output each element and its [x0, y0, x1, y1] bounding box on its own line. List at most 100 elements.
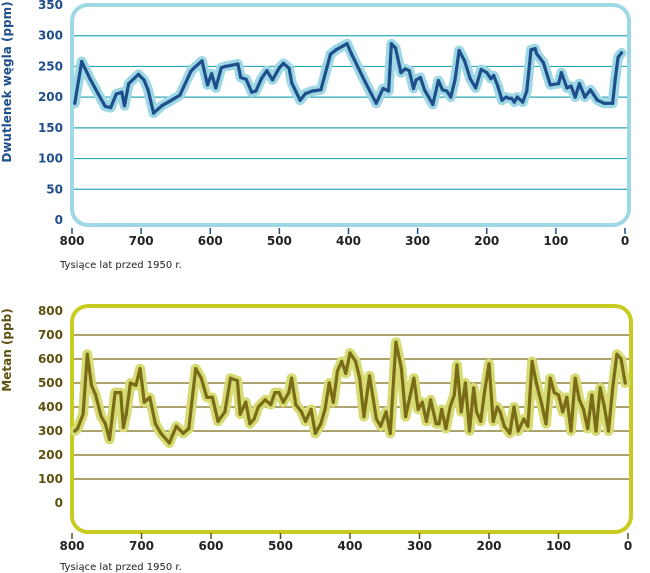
data-point — [120, 90, 124, 94]
data-point — [483, 388, 487, 392]
data-point — [138, 367, 142, 371]
data-point — [281, 61, 286, 65]
data-point — [210, 72, 214, 76]
data-point — [290, 81, 294, 85]
data-point — [121, 425, 125, 429]
data-point — [459, 410, 463, 414]
data-point — [334, 48, 338, 52]
data-point — [611, 101, 615, 105]
y-tick-label: 150 — [38, 121, 63, 135]
x-tick-label: 300 — [405, 234, 430, 248]
data-point — [122, 104, 127, 108]
data-point — [577, 398, 581, 402]
data-point — [595, 98, 600, 102]
data-point — [287, 391, 291, 395]
x-tick-label: 500 — [268, 539, 293, 553]
data-point — [192, 66, 196, 70]
data-point — [602, 405, 607, 409]
data-point — [76, 427, 80, 431]
y-tick-label: 0 — [55, 496, 63, 510]
data-point — [252, 417, 256, 421]
y-axis-title: Metan (ppb) — [0, 308, 14, 391]
data-point — [362, 415, 366, 419]
data-point — [457, 48, 461, 53]
data-point — [281, 400, 285, 404]
y-tick-label: 0 — [55, 213, 63, 227]
data-point — [407, 69, 411, 73]
data-point — [491, 419, 495, 423]
data-point — [367, 374, 372, 378]
data-point — [340, 359, 344, 363]
data-point — [577, 82, 582, 86]
data-point — [236, 62, 240, 66]
data-point — [619, 357, 623, 361]
data-point — [273, 391, 277, 395]
data-point — [160, 104, 164, 108]
data-point — [472, 386, 476, 390]
y-tick-label: 200 — [38, 90, 63, 104]
data-point — [512, 100, 517, 104]
data-point — [331, 400, 335, 404]
data-point — [530, 359, 534, 363]
y-tick-label: 100 — [38, 472, 63, 486]
data-point — [394, 340, 398, 344]
data-point — [152, 111, 156, 115]
data-point — [507, 96, 511, 100]
x-tick-label: 0 — [621, 234, 629, 248]
data-point — [561, 410, 565, 414]
x-tick-label: 500 — [267, 234, 292, 248]
x-tick-label: 600 — [198, 539, 223, 553]
data-point — [248, 422, 252, 426]
data-point — [445, 89, 449, 93]
data-point — [384, 410, 388, 414]
data-point — [448, 405, 452, 409]
data-point — [436, 79, 440, 83]
series-points — [73, 42, 624, 115]
data-point — [611, 386, 615, 390]
data-point — [590, 393, 594, 397]
data-point — [381, 86, 385, 91]
data-point — [277, 391, 281, 395]
data-point — [311, 89, 315, 93]
data-point — [452, 393, 456, 397]
data-point — [89, 383, 94, 387]
y-tick-label: 400 — [38, 400, 63, 414]
data-point — [379, 424, 383, 428]
x-tick-label: 100 — [543, 234, 568, 248]
data-point — [623, 381, 627, 385]
data-point — [114, 92, 118, 96]
y-tick-label: 800 — [38, 304, 63, 318]
data-point — [534, 381, 538, 385]
data-point — [399, 367, 403, 371]
data-point — [327, 381, 331, 385]
data-point — [354, 359, 358, 363]
data-point — [124, 412, 128, 416]
data-point — [565, 86, 569, 90]
data-point — [142, 400, 146, 404]
data-point — [298, 98, 302, 102]
data-point — [420, 400, 424, 404]
data-point — [299, 410, 303, 414]
data-point — [498, 410, 502, 414]
series-points — [73, 340, 627, 445]
data-point — [200, 59, 204, 63]
plot-frame — [70, 3, 631, 227]
x-tick-label: 400 — [337, 539, 362, 553]
data-point — [205, 395, 209, 399]
data-point — [500, 98, 504, 102]
data-point — [615, 352, 619, 356]
data-point — [309, 407, 313, 411]
data-point — [250, 90, 254, 94]
data-point — [304, 91, 308, 96]
data-point — [294, 403, 298, 407]
data-point — [418, 75, 422, 80]
data-point — [616, 55, 620, 59]
data-point — [434, 422, 438, 426]
data-point — [474, 86, 478, 90]
x-axis-title: Tysiące lat przed 1950 r. — [59, 260, 182, 271]
data-point — [613, 77, 617, 81]
x-tick-label: 800 — [59, 539, 84, 553]
data-point — [270, 78, 275, 82]
data-point — [374, 101, 378, 105]
data-point — [606, 429, 611, 433]
